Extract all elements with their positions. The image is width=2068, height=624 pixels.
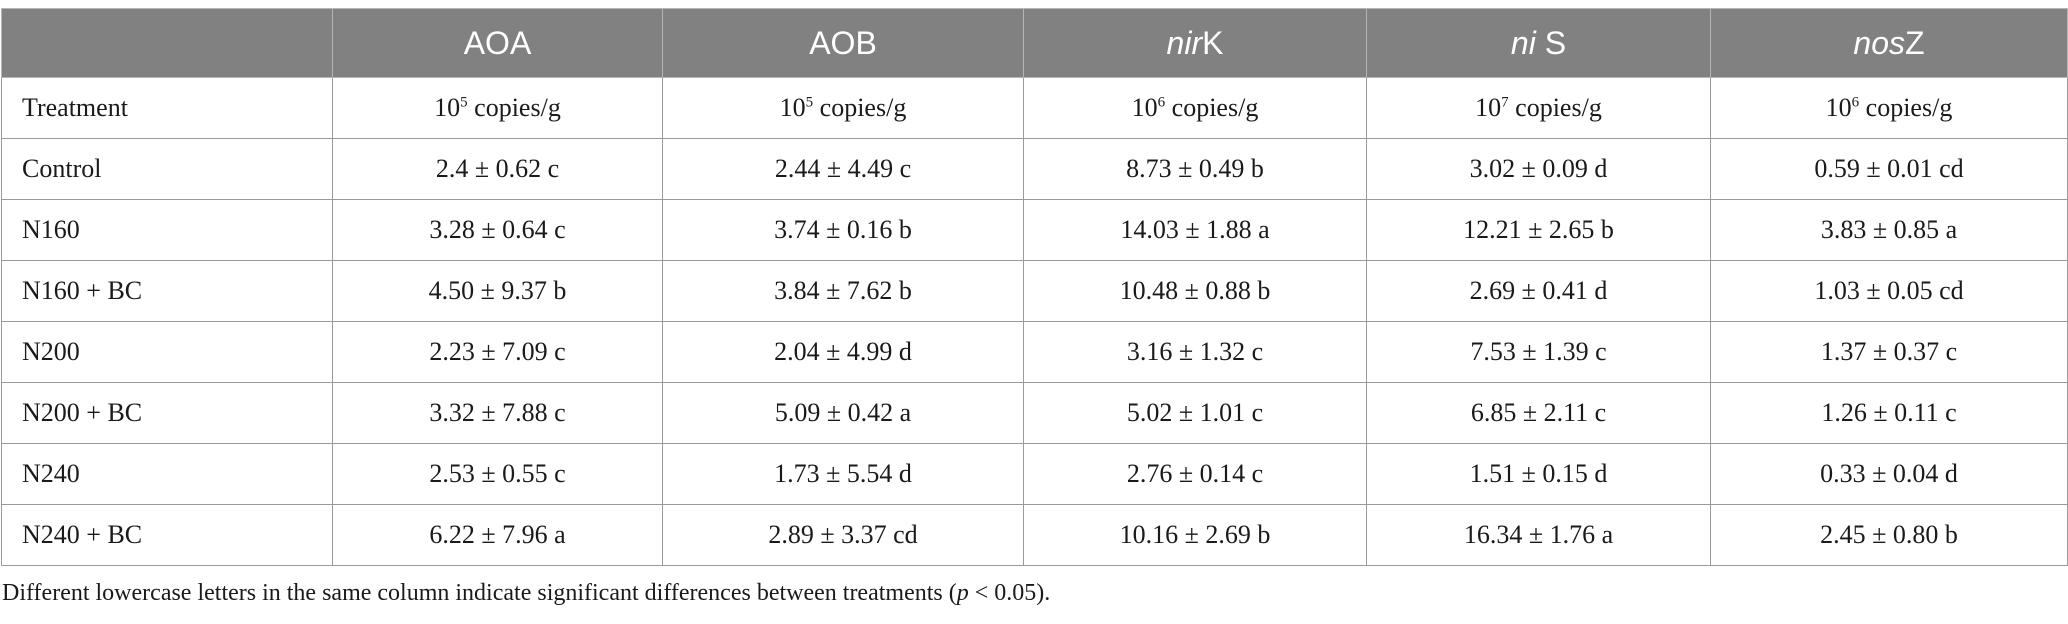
table-body: Treatment 105 copies/g 105 copies/g 106 … <box>1 77 2068 566</box>
unit-cell-nirk: 106 copies/g <box>1023 77 1367 139</box>
header-corner <box>1 8 333 78</box>
unit-cell-aob: 105 copies/g <box>662 77 1024 139</box>
value-cell: 7.53 ± 1.39 c <box>1366 321 1711 383</box>
value-cell: 14.03 ± 1.88 a <box>1023 199 1367 261</box>
table-header: AOA AOB nirK ni S nosZ <box>1 8 2068 78</box>
header-nis: ni S <box>1366 8 1711 78</box>
value-cell: 4.50 ± 9.37 b <box>332 260 663 322</box>
value-cell: 2.69 ± 0.41 d <box>1366 260 1711 322</box>
table-row: N160 + BC 4.50 ± 9.37 b 3.84 ± 7.62 b 10… <box>1 260 2068 322</box>
value-cell: 1.51 ± 0.15 d <box>1366 443 1711 505</box>
unit-cell-nosz: 106 copies/g <box>1710 77 2068 139</box>
value-cell: 5.09 ± 0.42 a <box>662 382 1024 444</box>
value-cell: 8.73 ± 0.49 b <box>1023 138 1367 200</box>
unit-cell-nis: 107 copies/g <box>1366 77 1711 139</box>
header-nosz: nosZ <box>1710 8 2068 78</box>
value-cell: 3.02 ± 0.09 d <box>1366 138 1711 200</box>
value-cell: 12.21 ± 2.65 b <box>1366 199 1711 261</box>
table-row: N200 + BC 3.32 ± 7.88 c 5.09 ± 0.42 a 5.… <box>1 382 2068 444</box>
value-cell: 0.33 ± 0.04 d <box>1710 443 2068 505</box>
value-cell: 6.85 ± 2.11 c <box>1366 382 1711 444</box>
value-cell: 10.16 ± 2.69 b <box>1023 504 1367 566</box>
value-cell: 2.4 ± 0.62 c <box>332 138 663 200</box>
header-nirk: nirK <box>1023 8 1367 78</box>
table-row: Control 2.4 ± 0.62 c 2.44 ± 4.49 c 8.73 … <box>1 138 2068 200</box>
data-table-container: AOA AOB nirK ni S nosZ Treatment 105 cop… <box>0 8 2068 566</box>
treatment-cell: N200 <box>1 321 333 383</box>
value-cell: 2.53 ± 0.55 c <box>332 443 663 505</box>
value-cell: 16.34 ± 1.76 a <box>1366 504 1711 566</box>
value-cell: 2.76 ± 0.14 c <box>1023 443 1367 505</box>
value-cell: 1.37 ± 0.37 c <box>1710 321 2068 383</box>
value-cell: 6.22 ± 7.96 a <box>332 504 663 566</box>
unit-cell-aoa: 105 copies/g <box>332 77 663 139</box>
header-row: AOA AOB nirK ni S nosZ <box>1 8 2068 78</box>
value-cell: 1.73 ± 5.54 d <box>662 443 1024 505</box>
table-row: N160 3.28 ± 0.64 c 3.74 ± 0.16 b 14.03 ±… <box>1 199 2068 261</box>
value-cell: 3.16 ± 1.32 c <box>1023 321 1367 383</box>
table-row: N200 2.23 ± 7.09 c 2.04 ± 4.99 d 3.16 ± … <box>1 321 2068 383</box>
value-cell: 1.26 ± 0.11 c <box>1710 382 2068 444</box>
treatment-cell: N240 + BC <box>1 504 333 566</box>
value-cell: 2.04 ± 4.99 d <box>662 321 1024 383</box>
value-cell: 2.45 ± 0.80 b <box>1710 504 2068 566</box>
table-row: N240 2.53 ± 0.55 c 1.73 ± 5.54 d 2.76 ± … <box>1 443 2068 505</box>
table-row: N240 + BC 6.22 ± 7.96 a 2.89 ± 3.37 cd 1… <box>1 504 2068 566</box>
treatment-cell: N240 <box>1 443 333 505</box>
value-cell: 3.83 ± 0.85 a <box>1710 199 2068 261</box>
treatment-cell: Control <box>1 138 333 200</box>
value-cell: 5.02 ± 1.01 c <box>1023 382 1367 444</box>
value-cell: 1.03 ± 0.05 cd <box>1710 260 2068 322</box>
header-aoa: AOA <box>332 8 663 78</box>
treatment-label: Treatment <box>1 77 333 139</box>
gene-abundance-table: AOA AOB nirK ni S nosZ Treatment 105 cop… <box>1 8 2068 566</box>
value-cell: 3.28 ± 0.64 c <box>332 199 663 261</box>
header-aob: AOB <box>662 8 1024 78</box>
value-cell: 10.48 ± 0.88 b <box>1023 260 1367 322</box>
value-cell: 3.84 ± 7.62 b <box>662 260 1024 322</box>
value-cell: 2.23 ± 7.09 c <box>332 321 663 383</box>
value-cell: 2.44 ± 4.49 c <box>662 138 1024 200</box>
value-cell: 3.32 ± 7.88 c <box>332 382 663 444</box>
table-footnote: Different lowercase letters in the same … <box>2 580 1051 606</box>
treatment-cell: N200 + BC <box>1 382 333 444</box>
value-cell: 3.74 ± 0.16 b <box>662 199 1024 261</box>
units-row: Treatment 105 copies/g 105 copies/g 106 … <box>1 77 2068 139</box>
treatment-cell: N160 + BC <box>1 260 333 322</box>
value-cell: 2.89 ± 3.37 cd <box>662 504 1024 566</box>
treatment-cell: N160 <box>1 199 333 261</box>
value-cell: 0.59 ± 0.01 cd <box>1710 138 2068 200</box>
